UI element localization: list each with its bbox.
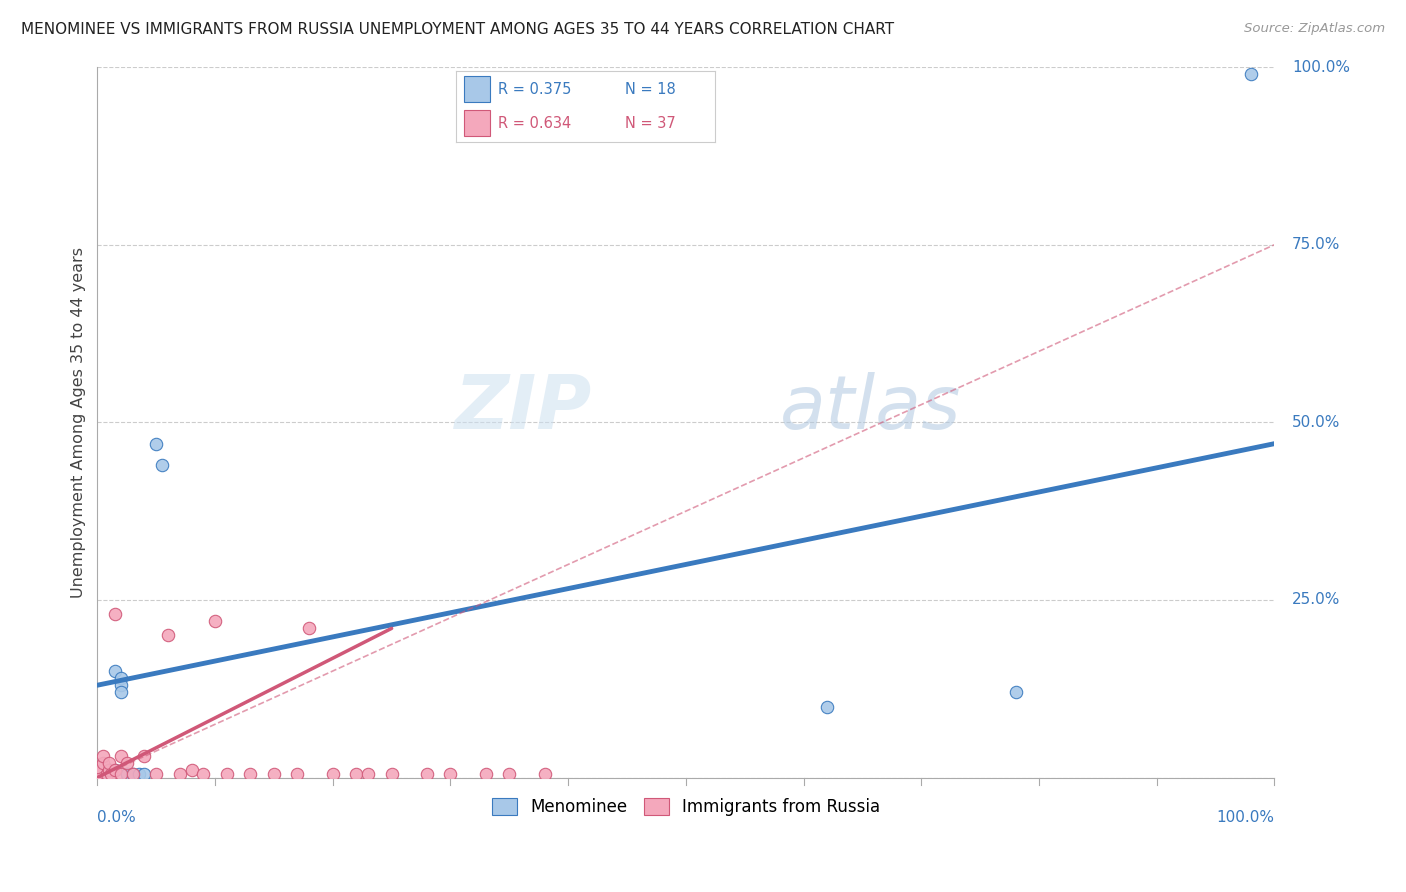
Text: 0.0%: 0.0% <box>97 810 136 824</box>
Point <box>96 767 118 781</box>
Point <box>98 764 121 778</box>
Point <box>86 760 108 774</box>
Point <box>121 767 143 781</box>
Point <box>439 767 461 781</box>
Point <box>134 749 156 764</box>
Point <box>91 760 114 774</box>
Point <box>104 764 127 778</box>
Point <box>533 767 555 781</box>
Point <box>115 767 138 781</box>
Text: atlas: atlas <box>780 372 962 444</box>
Point <box>215 767 238 781</box>
Point <box>104 764 127 778</box>
Point <box>91 756 114 771</box>
Point <box>115 767 138 781</box>
Point <box>263 767 285 781</box>
Point <box>134 767 156 781</box>
Legend: Menominee, Immigrants from Russia: Menominee, Immigrants from Russia <box>485 791 887 822</box>
Point <box>180 764 202 778</box>
Point <box>98 756 121 771</box>
Point <box>128 767 150 781</box>
Point <box>145 436 167 450</box>
Point <box>121 767 143 781</box>
Point <box>86 771 108 785</box>
Point <box>86 767 108 781</box>
Point <box>110 685 132 699</box>
Point <box>1004 685 1026 699</box>
Point <box>145 767 167 781</box>
Text: 50.0%: 50.0% <box>1292 415 1340 430</box>
Point <box>287 767 309 781</box>
Text: 75.0%: 75.0% <box>1292 237 1340 252</box>
Point <box>322 767 344 781</box>
Point <box>86 764 108 778</box>
Point <box>110 678 132 692</box>
Point <box>1240 67 1263 81</box>
Point <box>150 458 173 472</box>
Point <box>110 767 132 781</box>
Point <box>156 628 179 642</box>
Text: MENOMINEE VS IMMIGRANTS FROM RUSSIA UNEMPLOYMENT AMONG AGES 35 TO 44 YEARS CORRE: MENOMINEE VS IMMIGRANTS FROM RUSSIA UNEM… <box>21 22 894 37</box>
Point <box>100 767 122 781</box>
Point <box>344 767 367 781</box>
Text: 100.0%: 100.0% <box>1292 60 1350 75</box>
Point <box>204 614 226 628</box>
Point <box>298 621 321 635</box>
Point <box>239 767 262 781</box>
Point <box>104 664 127 678</box>
Point <box>498 767 520 781</box>
Point <box>169 767 191 781</box>
Y-axis label: Unemployment Among Ages 35 to 44 years: Unemployment Among Ages 35 to 44 years <box>72 247 86 598</box>
Point <box>110 749 132 764</box>
Point <box>416 767 439 781</box>
Point <box>104 607 127 622</box>
Point <box>357 767 380 781</box>
Text: 25.0%: 25.0% <box>1292 592 1340 607</box>
Text: 100.0%: 100.0% <box>1216 810 1274 824</box>
Text: Source: ZipAtlas.com: Source: ZipAtlas.com <box>1244 22 1385 36</box>
Text: ZIP: ZIP <box>454 372 592 444</box>
Point <box>115 756 138 771</box>
Point <box>475 767 498 781</box>
Point <box>91 749 114 764</box>
Point <box>98 764 121 778</box>
Point <box>110 671 132 685</box>
Point <box>381 767 404 781</box>
Point <box>193 767 215 781</box>
Point <box>91 767 114 781</box>
Point <box>815 699 838 714</box>
